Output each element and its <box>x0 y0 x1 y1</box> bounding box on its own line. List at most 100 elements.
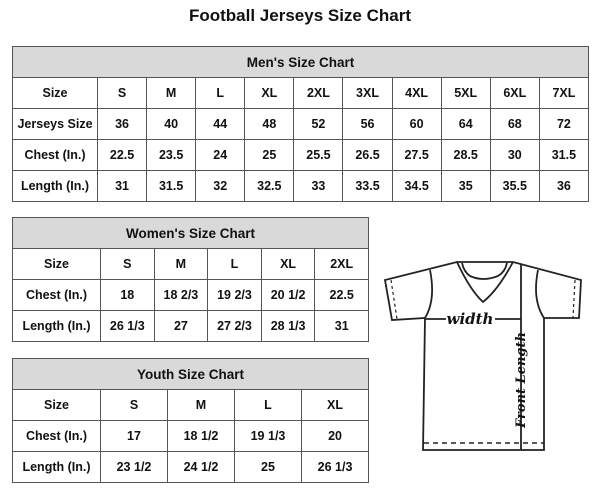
table-cell: XL <box>300 389 370 421</box>
table-cell: S <box>100 248 155 280</box>
womens-size-table: Women's Size Chart Size S M L XL 2XL Chest (In.… <box>11 217 370 342</box>
table-cell: 19 1/3 <box>234 420 302 452</box>
table-cell: 24 1/2 <box>167 451 235 483</box>
table-cell: 27 <box>153 310 209 342</box>
table-row: Length (In.) 26 1/3 27 27 2/3 28 1/3 31 <box>12 310 370 342</box>
women-table-heading: Women's Size Chart <box>11 217 370 249</box>
table-cell: 35 <box>440 170 491 202</box>
table-row: Chest (In.) 17 18 1/2 19 1/3 20 <box>12 420 370 452</box>
table-cell: L <box>195 77 246 109</box>
table-cell: 27 2/3 <box>207 310 262 342</box>
table-cell: 18 2/3 <box>153 279 209 311</box>
table-cell: XL <box>260 248 316 280</box>
shirt-outline <box>383 261 582 451</box>
table-cell: 31 <box>314 310 370 342</box>
table-cell: 64 <box>440 108 491 140</box>
row-label: Chest (In.) <box>12 279 101 311</box>
table-cell: S <box>100 389 168 421</box>
row-label: Length (In.) <box>12 451 101 483</box>
table-cell: 28.5 <box>440 139 491 171</box>
table-cell: M <box>167 389 235 421</box>
row-label: Jerseys Size <box>12 108 98 140</box>
table-cell: 4XL <box>391 77 442 109</box>
table-cell: 5XL <box>440 77 491 109</box>
width-label: width <box>447 310 494 328</box>
table-cell: XL <box>244 77 295 109</box>
table-cell: 25 <box>234 451 302 483</box>
front-length-label: Front Length <box>514 332 529 429</box>
table-cell: 72 <box>538 108 589 140</box>
table-cell: 19 2/3 <box>207 279 262 311</box>
table-cell: 32.5 <box>244 170 295 202</box>
tshirt-diagram: width Front Length <box>383 261 582 451</box>
sleeve-stitch <box>390 279 576 320</box>
table-cell: 33 <box>293 170 344 202</box>
table-cell: 31.5 <box>146 170 197 202</box>
table-cell: 18 1/2 <box>167 420 235 452</box>
table-cell: 27.5 <box>391 139 442 171</box>
row-label: Chest (In.) <box>12 139 98 171</box>
table-row: Jerseys Size 36 40 44 48 52 56 60 64 68 72 <box>12 108 589 140</box>
table-row: Length (In.) 23 1/2 24 1/2 25 26 1/3 <box>12 451 370 483</box>
row-label: Length (In.) <box>12 310 101 342</box>
table-cell: 40 <box>146 108 197 140</box>
table-cell: 6XL <box>489 77 540 109</box>
men-table-heading: Men's Size Chart <box>12 46 589 78</box>
row-label: Size <box>12 77 98 109</box>
table-cell: 18 <box>100 279 155 311</box>
table-cell: S <box>96 77 148 109</box>
table-cell: 3XL <box>342 77 393 109</box>
table-cell: 26.5 <box>342 139 393 171</box>
table-cell: 32 <box>195 170 246 202</box>
table-cell: 60 <box>391 108 442 140</box>
table-cell: M <box>146 77 197 109</box>
table-cell: 31 <box>96 170 148 202</box>
table-cell: 25.5 <box>293 139 344 171</box>
table-cell: 44 <box>195 108 246 140</box>
table-row: Size S M L XL <box>12 389 370 421</box>
youth-table-heading: Youth Size Chart <box>11 358 370 390</box>
table-cell: 28 1/3 <box>260 310 316 342</box>
table-row: Chest (In.) 22.5 23.5 24 25 25.5 26.5 27.5 28.5 3… <box>12 139 589 171</box>
table-cell: 20 <box>300 420 370 452</box>
table-cell: 35.5 <box>489 170 540 202</box>
shirt-neck <box>456 261 514 304</box>
table-cell: 22.5 <box>314 279 370 311</box>
table-row: Chest (In.) 18 18 2/3 19 2/3 20 1/2 22.5 <box>12 279 370 311</box>
table-cell: 23 1/2 <box>100 451 168 483</box>
row-label: Chest (In.) <box>12 420 101 452</box>
row-label: Size <box>12 389 101 421</box>
table-row: Size S M L XL 2XL 3XL 4XL 5XL 6XL 7XL <box>12 77 589 109</box>
table-cell: 20 1/2 <box>260 279 316 311</box>
table-cell: L <box>234 389 302 421</box>
table-row: Size S M L XL 2XL <box>12 248 370 280</box>
shirt-armholes <box>424 269 545 319</box>
table-cell: 34.5 <box>391 170 442 202</box>
table-cell: 2XL <box>314 248 370 280</box>
table-cell: 26 1/3 <box>300 451 370 483</box>
table-cell: 48 <box>244 108 295 140</box>
table-cell: M <box>153 248 209 280</box>
table-cell: 7XL <box>538 77 589 109</box>
mens-size-table: Men's Size Chart Size S M L XL 2XL 3XL 4XL 5XL 6XL… <box>12 46 589 202</box>
table-cell: 17 <box>100 420 168 452</box>
table-cell: 36 <box>96 108 148 140</box>
page-title: Football Jerseys Size Chart <box>188 6 412 25</box>
table-cell: 22.5 <box>96 139 148 171</box>
table-cell: 23.5 <box>146 139 197 171</box>
table-cell: 36 <box>538 170 589 202</box>
table-cell: 68 <box>489 108 540 140</box>
table-cell: 31.5 <box>538 139 589 171</box>
table-cell: 2XL <box>293 77 344 109</box>
youth-size-table: Youth Size Chart Size S M L XL Chest (In.) 17 18… <box>11 358 370 483</box>
table-cell: 24 <box>195 139 246 171</box>
table-cell: 33.5 <box>342 170 393 202</box>
table-cell: 52 <box>293 108 344 140</box>
table-cell: L <box>207 248 262 280</box>
table-cell: 25 <box>244 139 295 171</box>
table-cell: 56 <box>342 108 393 140</box>
row-label: Size <box>12 248 101 280</box>
row-label: Length (In.) <box>12 170 98 202</box>
table-row: Length (In.) 31 31.5 32 32.5 33 33.5 34.5 35 35.5… <box>12 170 589 202</box>
